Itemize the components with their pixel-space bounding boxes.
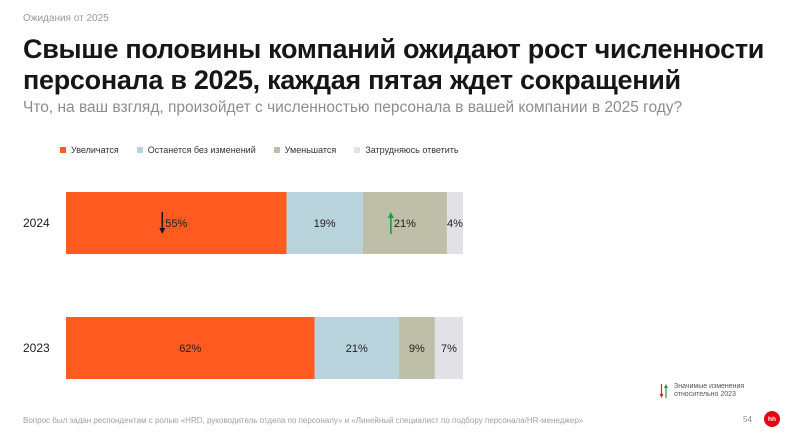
legend-swatch-increase (60, 147, 66, 153)
bar-increase-2024 (66, 192, 287, 254)
arrow-up-decrease-2024 (387, 212, 394, 234)
data-label-increase-2023: 62% (179, 343, 201, 355)
hh-logo: hh (764, 411, 780, 427)
legend-swatch-same (136, 147, 143, 153)
bar-same-2023 (314, 317, 399, 379)
footnote: Вопрос был задан респондентам с ролью «H… (23, 416, 584, 425)
legend-label-unsure: Затрудняюсь ответить (365, 145, 459, 155)
bar-increase-2023 (66, 317, 315, 379)
legend-label-decrease: Уменьшатся (284, 145, 337, 155)
data-label-same-2024: 19% (314, 218, 336, 230)
significance-note: Значимые изменения относительно 2023 (659, 383, 784, 399)
significance-arrows-icon (659, 384, 668, 398)
significance-note-text: Значимые изменения относительно 2023 (674, 383, 745, 398)
bar-unsure-2023 (434, 317, 463, 379)
data-label-unsure-2023: 7% (441, 343, 457, 355)
eyebrow-label: Ожидания от 2025 (23, 13, 109, 24)
legend-label-increase: Увеличатся (71, 145, 119, 155)
data-label-unsure-2024: 4% (447, 218, 463, 230)
arrow-down-increase-2024 (159, 212, 166, 234)
category-label-2023: 2023 (23, 341, 50, 355)
bar-same-2024 (286, 192, 363, 254)
legend-item-decrease: Уменьшатся (273, 145, 337, 155)
bar-decrease-2024 (362, 192, 447, 254)
data-label-decrease-2023: 9% (409, 343, 425, 355)
bar-unsure-2024 (446, 192, 463, 254)
page-title: Свыше половины компаний ожидают рост чис… (23, 34, 765, 95)
legend-swatch-unsure (354, 147, 361, 153)
legend-swatch-decrease (273, 147, 280, 153)
data-label-increase-2024: 55% (165, 218, 187, 230)
legend-item-unsure: Затрудняюсь ответить (354, 145, 459, 155)
category-label-2024: 2024 (23, 216, 50, 230)
page-number: 54 (743, 415, 752, 424)
page-subtitle: Что, на ваш взгляд, произойдет с численн… (23, 99, 683, 116)
legend-label-same: Останется без изменений (147, 145, 256, 155)
legend-item-increase: Увеличатся (60, 145, 119, 155)
chart-legend: Увеличатся Останется без изменений Умень… (60, 145, 459, 155)
data-label-decrease-2024: 21% (394, 218, 416, 230)
bar-decrease-2023 (398, 317, 435, 379)
data-label-same-2023: 21% (346, 343, 368, 355)
legend-item-same: Останется без изменений (136, 145, 256, 155)
